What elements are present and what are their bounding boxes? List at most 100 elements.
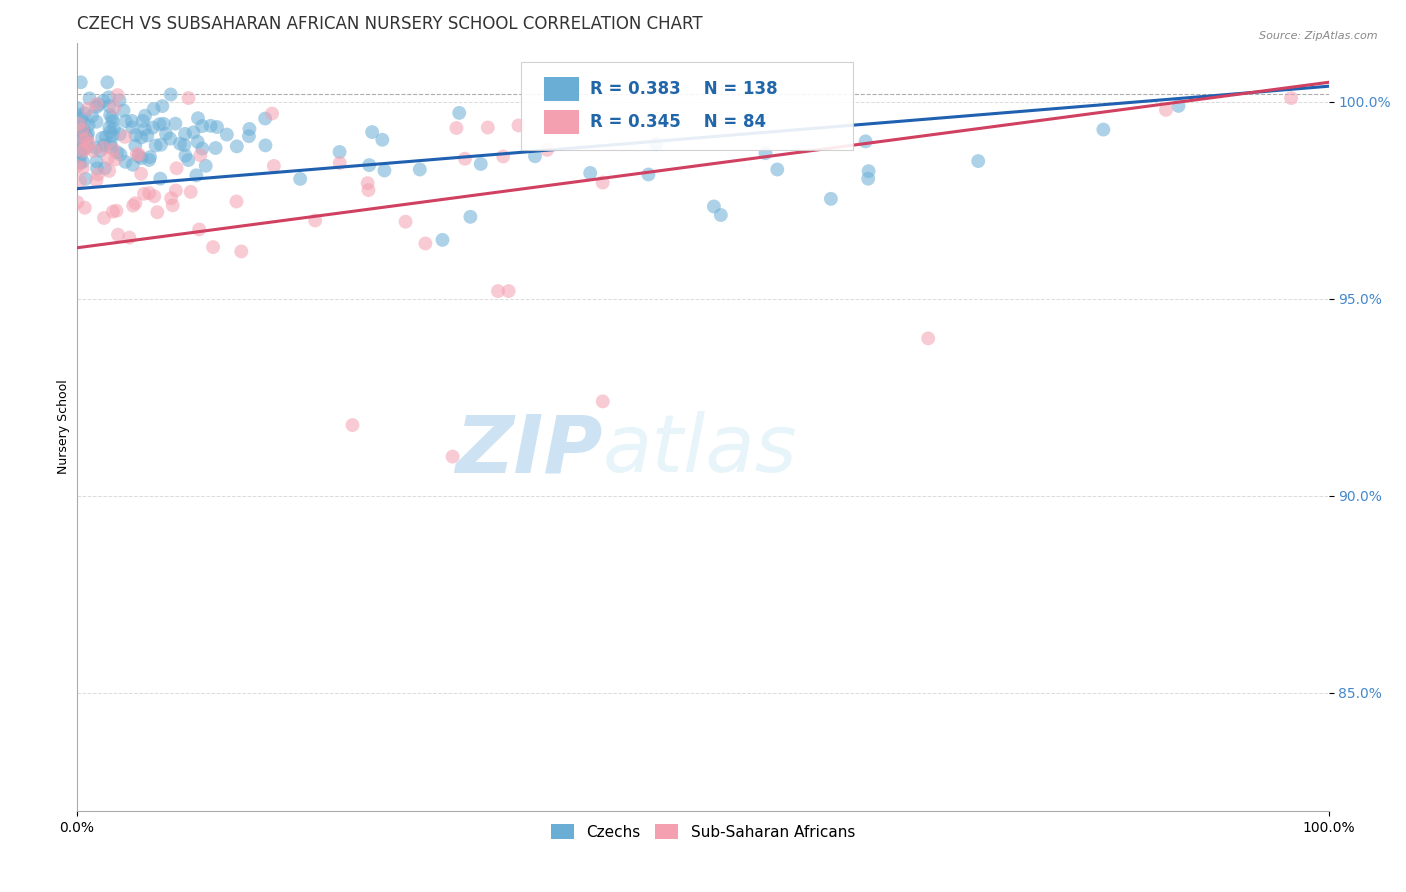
Point <box>136 128 159 143</box>
Point <box>441 450 464 464</box>
Point <box>215 128 238 142</box>
Point <box>165 117 187 131</box>
Point <box>131 151 153 165</box>
Point <box>231 244 253 259</box>
Point <box>260 106 283 120</box>
Point <box>103 100 125 114</box>
Point <box>1154 103 1177 117</box>
Point <box>101 128 124 143</box>
Point <box>645 137 668 152</box>
Point <box>152 117 174 131</box>
Point <box>357 183 380 197</box>
Point <box>486 284 509 298</box>
Point <box>108 94 131 108</box>
Point <box>454 152 477 166</box>
Point <box>225 194 247 209</box>
Point <box>1279 91 1302 105</box>
Point <box>917 331 939 345</box>
Point <box>592 394 614 409</box>
Point <box>112 103 135 118</box>
Point <box>125 147 148 161</box>
Point <box>77 118 100 132</box>
Point <box>149 117 172 131</box>
Point <box>72 144 94 158</box>
Point <box>80 109 103 123</box>
Point <box>69 148 91 162</box>
Point <box>98 120 121 135</box>
Point <box>76 131 98 145</box>
Point <box>83 144 105 158</box>
Point <box>150 99 173 113</box>
Point <box>121 114 143 128</box>
Point <box>139 150 162 164</box>
Point <box>146 205 169 219</box>
Point <box>66 108 89 122</box>
Point <box>86 173 108 187</box>
Point <box>254 112 277 126</box>
Point <box>143 189 166 203</box>
Point <box>967 154 990 169</box>
Point <box>523 149 546 163</box>
Point <box>432 233 454 247</box>
Point <box>114 129 136 144</box>
Point <box>342 418 364 433</box>
Point <box>134 109 156 123</box>
Point <box>73 117 96 131</box>
Point <box>190 148 212 162</box>
Point <box>254 138 277 153</box>
Point <box>129 167 152 181</box>
Point <box>66 159 89 173</box>
Point <box>304 213 326 227</box>
Point <box>415 236 437 251</box>
Point <box>107 227 129 242</box>
Point <box>79 91 101 105</box>
Point <box>134 122 156 136</box>
Point <box>508 119 530 133</box>
Point <box>191 142 214 156</box>
Point <box>855 135 877 149</box>
Point <box>121 120 143 135</box>
Point <box>121 158 143 172</box>
Point <box>361 125 384 139</box>
Point <box>160 191 183 205</box>
Point <box>118 230 141 244</box>
Point <box>96 75 118 89</box>
Point <box>75 131 97 145</box>
Point <box>76 139 98 153</box>
Point <box>173 138 195 153</box>
Point <box>174 127 197 141</box>
Point <box>149 137 172 152</box>
Point <box>114 114 136 128</box>
Point <box>142 102 165 116</box>
Point <box>371 133 394 147</box>
Point <box>162 198 184 212</box>
Point <box>114 154 136 169</box>
Point <box>77 136 100 151</box>
Point <box>104 153 127 167</box>
Point <box>100 140 122 154</box>
Point <box>174 148 197 162</box>
Point <box>105 203 128 218</box>
Point <box>238 122 260 136</box>
Point <box>108 127 131 141</box>
Point <box>84 100 107 114</box>
Point <box>200 119 222 133</box>
Point <box>373 163 395 178</box>
Point <box>446 121 468 136</box>
Point <box>100 136 122 151</box>
Point <box>177 153 200 167</box>
Point <box>66 195 89 210</box>
Point <box>188 222 211 236</box>
Point <box>98 164 121 178</box>
Point <box>460 210 482 224</box>
Point <box>754 146 776 161</box>
Y-axis label: Nursery School: Nursery School <box>58 380 70 475</box>
Point <box>766 162 789 177</box>
Point <box>205 120 228 134</box>
Point <box>73 201 96 215</box>
Point <box>73 142 96 156</box>
Point <box>138 186 160 201</box>
Point <box>77 102 100 116</box>
Point <box>72 133 94 147</box>
Point <box>87 167 110 181</box>
